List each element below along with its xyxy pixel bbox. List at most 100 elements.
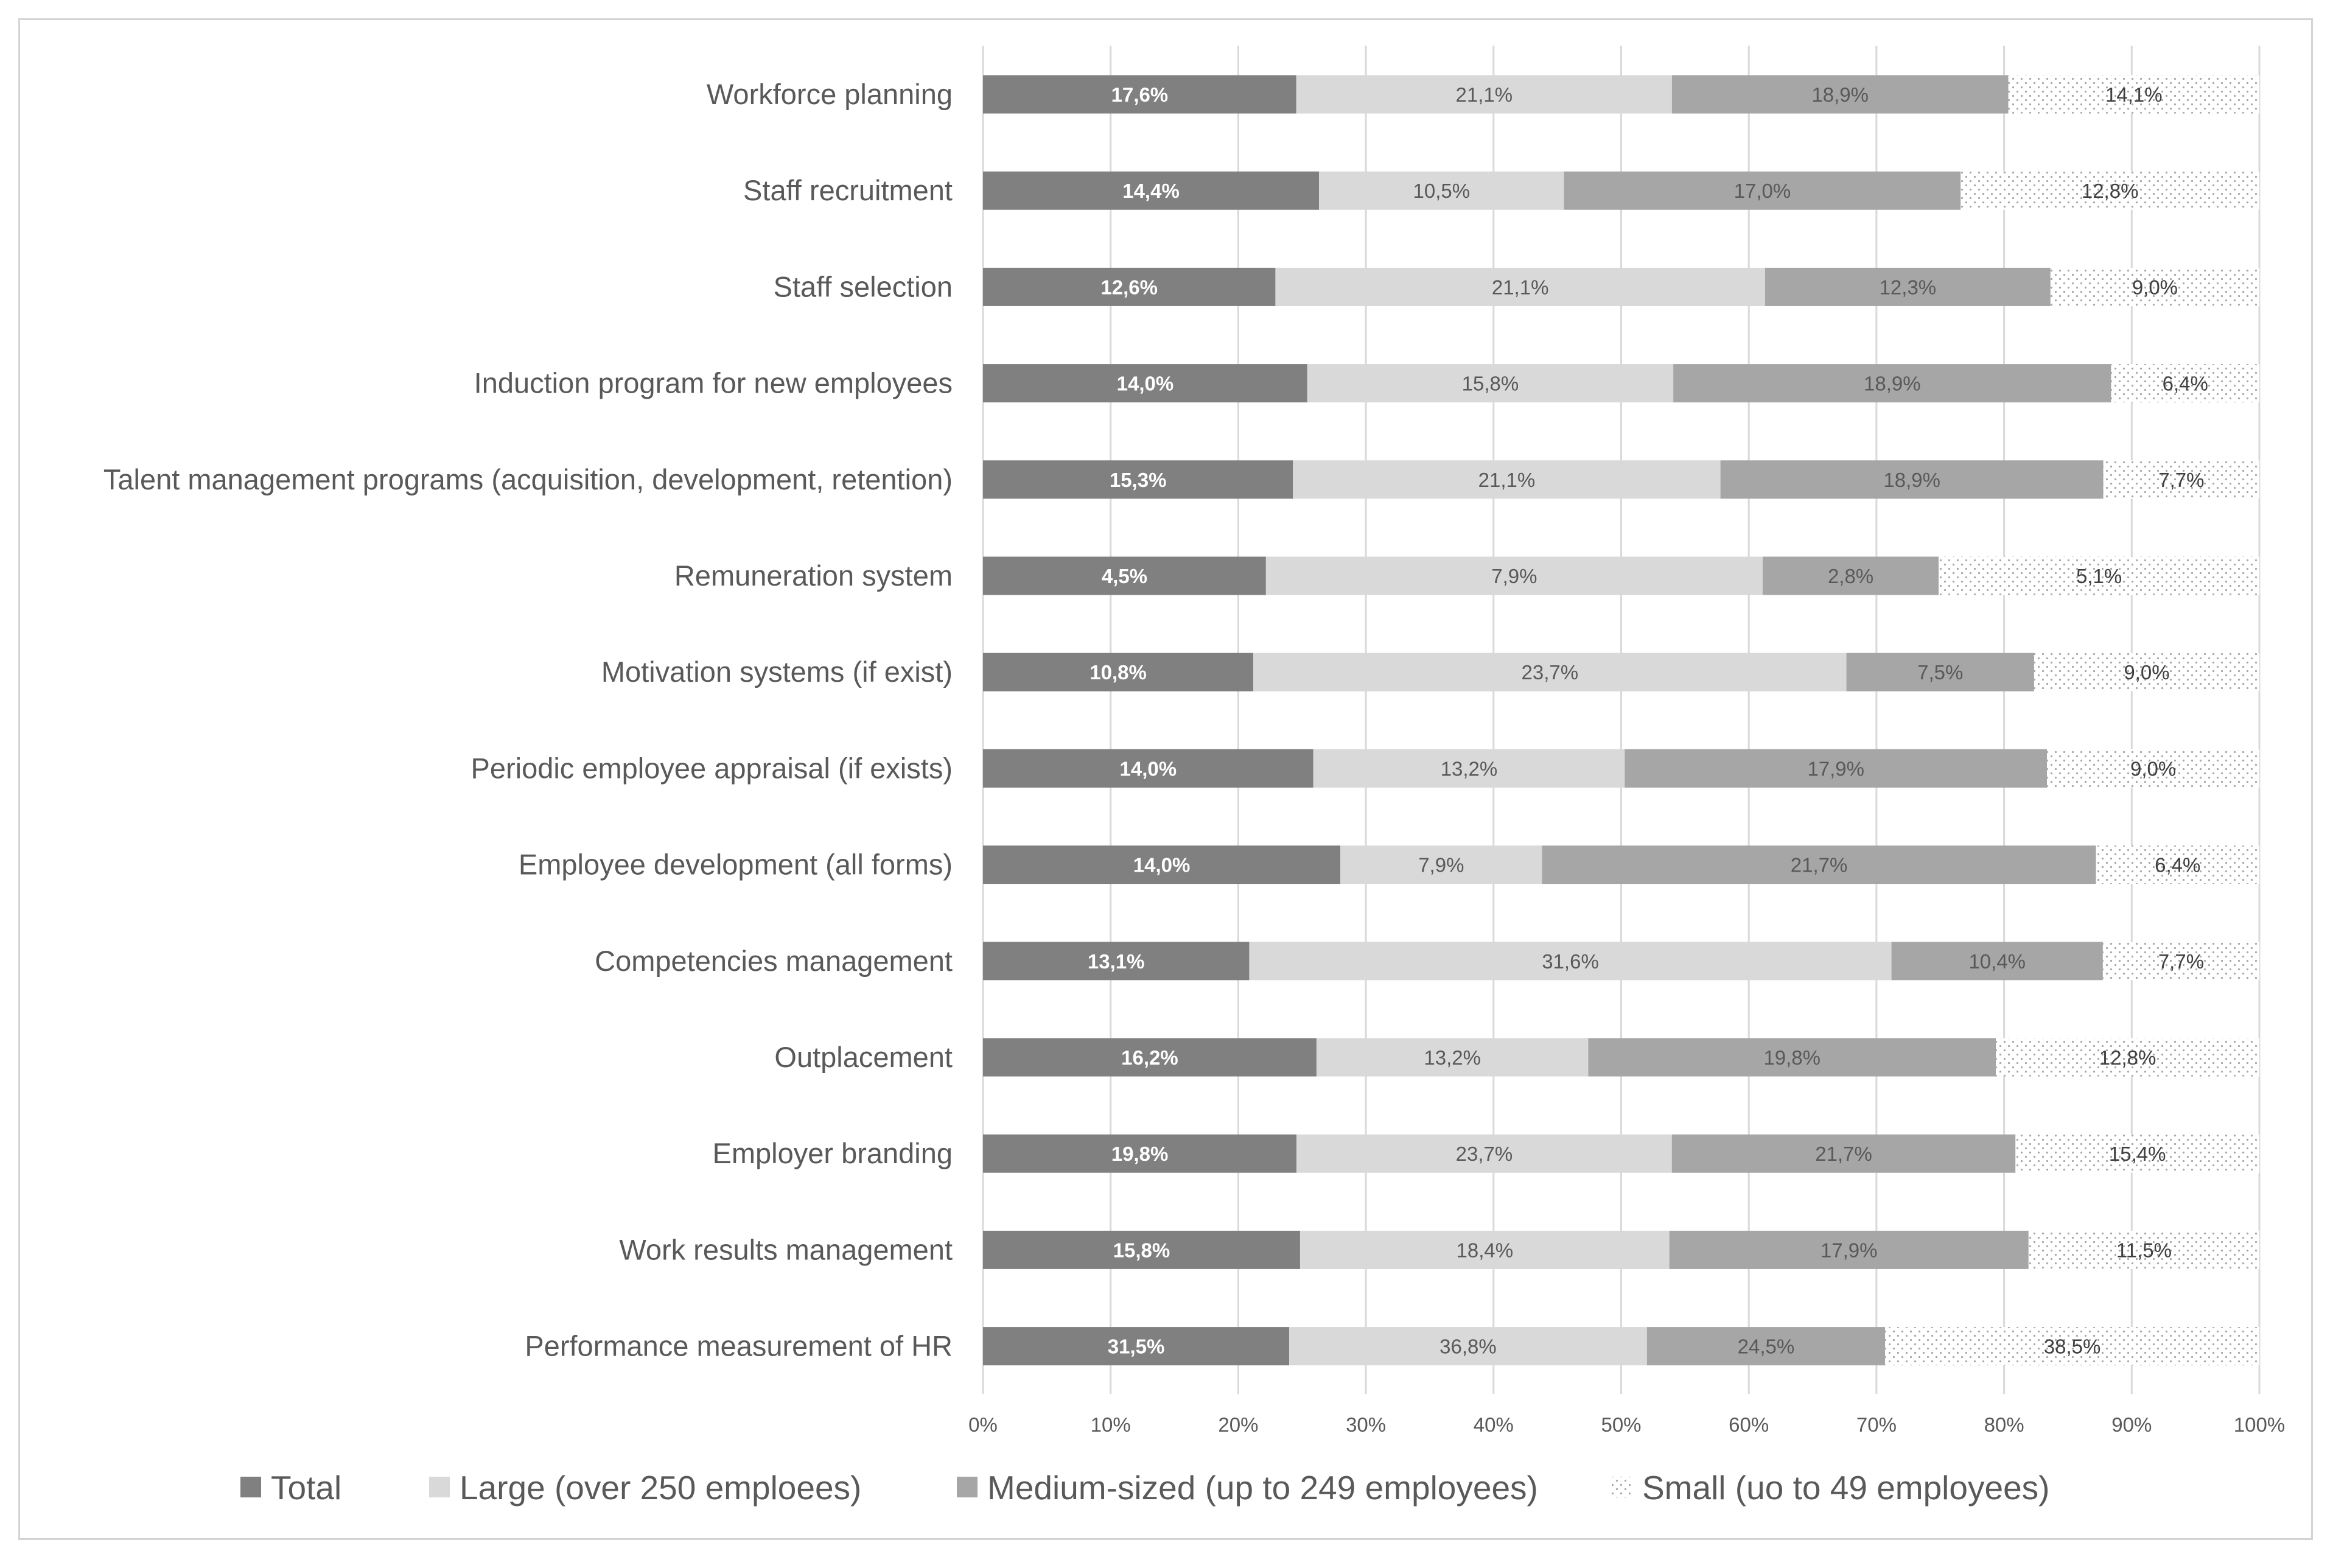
data-label: 21,1% [1478,469,1536,491]
bar-1-segment [983,171,1320,210]
category-label: Outplacement [774,1041,953,1073]
bar-1-segment [983,460,1293,499]
data-label: 18,9% [1883,469,1940,491]
data-label: 38,5% [2044,1335,2101,1358]
bar-2-segment [1253,653,1847,691]
data-label: 18,9% [1864,373,1921,395]
bar-2-segment [1289,1327,1647,1366]
bar-3-segment [1542,845,2096,884]
data-label: 13,2% [1441,757,1498,780]
data-label: 10,8% [1090,661,1147,684]
legend-label: Medium-sized (up to 249 employees) [987,1469,1538,1507]
data-label: 19,8% [1111,1143,1169,1165]
bar-3-segment [1671,1134,2016,1173]
data-label: 6,4% [2163,373,2208,395]
bar-4-segment [2103,460,2259,499]
bar-1-segment [983,1038,1317,1077]
bar-2-segment [1340,845,1542,884]
data-label: 17,9% [1807,757,1864,780]
data-label: 18,9% [1811,83,1869,106]
legend-label: Small (uo to 49 employees) [1642,1469,2049,1507]
x-tick-label: 90% [2111,1413,2152,1436]
x-tick-label: 20% [1218,1413,1258,1436]
category-label: Employer branding [713,1137,953,1169]
x-tick-label: 0% [968,1413,998,1436]
data-label: 21,7% [1815,1143,1872,1165]
data-label: 12,8% [2082,180,2139,202]
bar-3-segment [1720,460,2104,499]
bar-2-segment [1249,942,1892,981]
bar-4-segment [2102,942,2259,981]
category-label: Competencies management [595,945,953,977]
data-label: 9,0% [2130,757,2176,780]
bar-2-segment [1293,460,1721,499]
category-label: Staff selection [774,270,953,303]
bar-4-segment [2096,845,2259,884]
category-label: Remuneration system [674,559,953,592]
bar-1-segment [983,75,1296,114]
bar-1-segment [983,942,1250,981]
data-label: 21,7% [1791,854,1848,877]
legend-label: Total [271,1469,341,1507]
x-tick-label: 60% [1729,1413,1769,1436]
legend-swatch [1612,1477,1632,1497]
legend-label: Large (over 250 emploees) [460,1469,861,1507]
bars: 17,6% 21,1% 18,9% 14,1% 14,4% 10,5% 17,0% 12,8%… [983,75,2259,1366]
data-label: 10,4% [1968,950,2026,973]
bar-3-segment [1671,75,2009,114]
category-label: Talent management programs (acquisition,… [103,463,953,495]
data-label: 7,9% [1491,565,1537,587]
bar-3-segment [1891,942,2103,981]
bar-4-segment [2047,749,2259,788]
bar-3-segment [1762,556,1939,595]
data-label: 9,0% [2132,276,2178,298]
data-label: 24,5% [1738,1335,1795,1358]
data-label: 5,1% [2076,565,2122,587]
bar-2-segment [1296,75,1672,114]
data-label: 6,4% [2155,854,2200,877]
data-label: 14,0% [1133,854,1191,877]
gridlines [982,46,2261,1394]
bar-3-segment [1673,364,2111,403]
legend-swatch [240,1477,261,1497]
data-label: 17,0% [1734,180,1791,202]
data-label: 23,7% [1456,1143,1513,1165]
category-label: Motivation systems (if exist) [601,656,953,688]
bar-1-segment [983,556,1266,595]
data-label: 19,8% [1763,1046,1821,1069]
x-tick-label: 10% [1091,1413,1131,1436]
data-label: 11,5% [2116,1239,2172,1261]
data-label: 17,6% [1111,83,1169,106]
bar-4-segment [2034,653,2259,691]
x-tick-label: 70% [1856,1413,1897,1436]
bar-4-segment [2008,75,2259,114]
data-label: 15,8% [1462,373,1519,395]
category-label: Periodic employee appraisal (if exists) [471,752,953,784]
data-label: 10,5% [1413,180,1471,202]
category-label: Performance measurement of HR [525,1330,953,1362]
category-label: Staff recruitment [743,174,953,206]
bar-2-segment [1299,1230,1670,1269]
bar-1-segment [983,267,1276,306]
bar-2-segment [1296,1134,1672,1173]
data-label: 17,9% [1821,1239,1878,1261]
data-label: 14,0% [1117,373,1174,395]
legend: Total Large (over 250 emploees) Medium-siz… [240,1469,2049,1507]
data-label: 15,8% [1113,1239,1170,1261]
data-label: 13,1% [1088,950,1145,973]
bar-2-segment [1319,171,1564,210]
bar-4-segment [1960,171,2259,210]
bar-1-segment [983,1230,1300,1269]
bar-4-segment [2028,1230,2259,1269]
bar-3-segment [1765,267,2051,306]
bar-3-segment [1646,1327,1886,1366]
bar-1-segment [983,653,1254,691]
data-label: 31,6% [1542,950,1599,973]
bar-2-segment [1265,556,1763,595]
data-label: 7,9% [1418,854,1464,877]
data-label: 7,7% [2158,469,2204,491]
data-label: 14,0% [1120,757,1177,780]
x-tick-label: 100% [2234,1413,2285,1436]
data-label: 13,2% [1424,1046,1481,1069]
